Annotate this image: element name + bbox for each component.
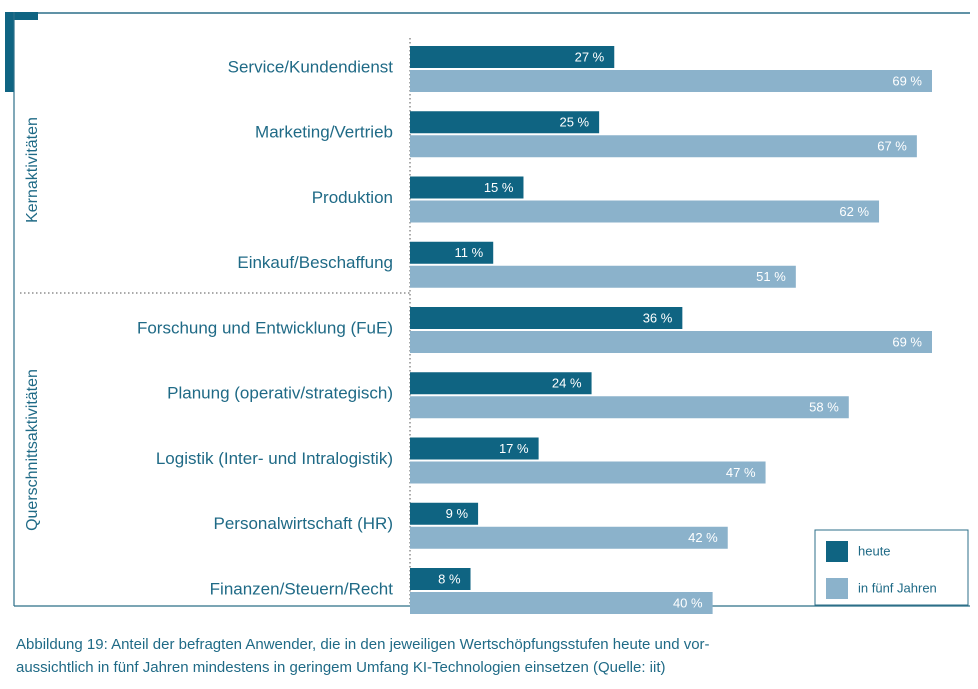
bar bbox=[410, 372, 592, 395]
legend-swatch bbox=[826, 541, 848, 562]
value-label: 58 % bbox=[809, 400, 839, 415]
bar bbox=[410, 307, 683, 329]
bar bbox=[410, 331, 932, 353]
category-label: Einkauf/Beschaffung bbox=[237, 253, 393, 272]
category-label: Service/Kundendienst bbox=[228, 57, 394, 76]
category-label: Marketing/Vertrieb bbox=[255, 123, 393, 142]
bar bbox=[410, 461, 766, 484]
caption: Abbildung 19: Anteil der befragten Anwen… bbox=[16, 636, 710, 653]
bar bbox=[410, 396, 849, 419]
legend-swatch bbox=[826, 578, 848, 599]
value-label: 15 % bbox=[484, 180, 514, 195]
frame-corner bbox=[5, 12, 14, 92]
bar bbox=[410, 502, 479, 525]
bar bbox=[410, 437, 539, 460]
value-label: 62 % bbox=[839, 204, 869, 219]
category-label: Produktion bbox=[312, 188, 393, 207]
value-label: 67 % bbox=[877, 139, 907, 154]
value-label: 47 % bbox=[726, 465, 756, 480]
bar bbox=[410, 135, 917, 158]
bar bbox=[410, 592, 713, 614]
value-label: 36 % bbox=[643, 310, 673, 325]
bar bbox=[410, 70, 932, 92]
legend-label: in fünf Jahren bbox=[858, 580, 937, 595]
bar bbox=[410, 176, 524, 199]
bar bbox=[410, 265, 796, 288]
value-label: 40 % bbox=[673, 595, 703, 610]
group-label: Querschnittsaktivitäten bbox=[24, 369, 41, 531]
bar bbox=[410, 46, 615, 68]
value-label: 9 % bbox=[446, 506, 469, 521]
category-label: Personalwirtschaft (HR) bbox=[214, 514, 394, 533]
value-label: 11 % bbox=[455, 245, 484, 260]
value-label: 24 % bbox=[552, 376, 582, 391]
value-label: 17 % bbox=[499, 441, 529, 456]
value-label: 25 % bbox=[559, 115, 589, 130]
value-label: 69 % bbox=[892, 73, 922, 88]
category-label: Logistik (Inter- und Intralogistik) bbox=[156, 449, 393, 468]
bar bbox=[410, 526, 728, 549]
bar bbox=[410, 568, 471, 590]
value-label: 27 % bbox=[575, 49, 605, 64]
value-label: 69 % bbox=[892, 334, 922, 349]
group-label: Kernaktivitäten bbox=[24, 117, 41, 223]
category-label: Forschung und Entwicklung (FuE) bbox=[137, 318, 393, 337]
value-label: 8 % bbox=[438, 571, 461, 586]
bar bbox=[410, 241, 494, 264]
category-label: Finanzen/Steuern/Recht bbox=[210, 579, 394, 598]
frame-corner bbox=[5, 12, 38, 20]
category-label: Planung (operativ/strategisch) bbox=[167, 384, 393, 403]
bar bbox=[410, 200, 880, 223]
caption: aussichtlich in fünf Jahren mindestens i… bbox=[16, 659, 666, 676]
legend-label: heute bbox=[858, 543, 891, 558]
value-label: 42 % bbox=[688, 530, 718, 545]
bar bbox=[410, 111, 600, 134]
value-label: 51 % bbox=[756, 269, 786, 284]
